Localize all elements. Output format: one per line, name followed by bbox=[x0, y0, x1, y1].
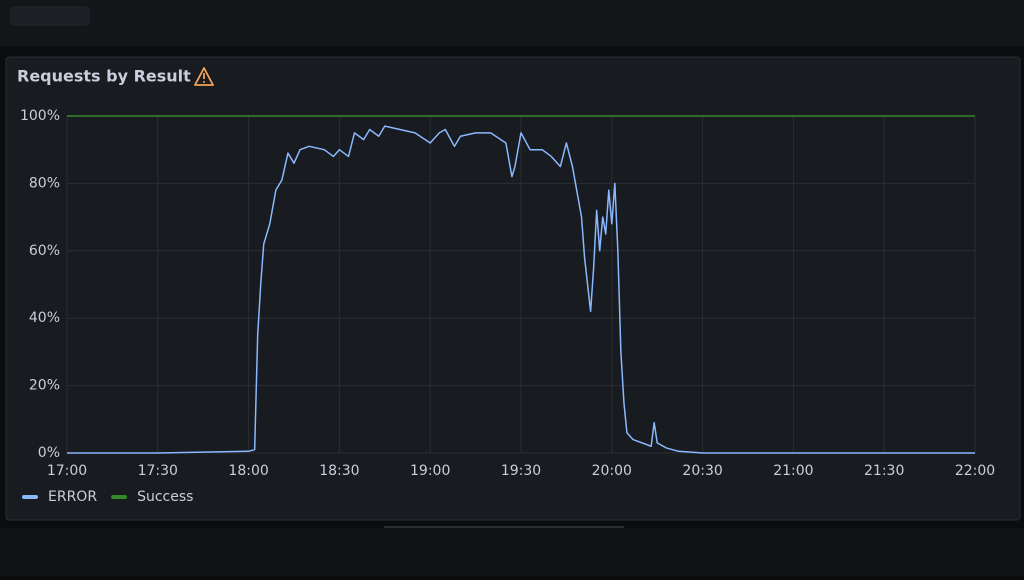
bottom-strip bbox=[0, 528, 1024, 576]
x-tick-label: 18:00 bbox=[228, 463, 268, 479]
legend-label[interactable]: ERROR bbox=[48, 489, 97, 505]
blurred-control bbox=[10, 6, 90, 26]
legend-swatch bbox=[22, 495, 38, 499]
x-tick-label: 17:30 bbox=[138, 463, 178, 479]
x-tick-label: 20:00 bbox=[592, 463, 632, 479]
warning-icon[interactable] bbox=[194, 67, 214, 86]
x-tick-label: 21:30 bbox=[864, 463, 904, 479]
x-tick-label: 18:30 bbox=[319, 463, 359, 479]
y-tick-label: 40% bbox=[29, 310, 60, 326]
x-tick-label: 20:30 bbox=[682, 463, 722, 479]
top-bar bbox=[0, 0, 1024, 46]
y-tick-label: 0% bbox=[38, 445, 60, 461]
x-tick-label: 22:00 bbox=[955, 463, 995, 479]
legend-swatch bbox=[111, 495, 128, 499]
legend-label[interactable]: Success bbox=[137, 489, 193, 505]
y-tick-label: 60% bbox=[29, 243, 60, 259]
x-tick-label: 17:00 bbox=[47, 463, 87, 479]
divider bbox=[384, 526, 624, 528]
series-line bbox=[67, 125, 975, 454]
x-tick-label: 19:00 bbox=[410, 463, 450, 479]
panel bbox=[5, 56, 1021, 521]
x-tick-label: 19:30 bbox=[501, 463, 541, 479]
y-tick-label: 80% bbox=[29, 175, 60, 191]
x-tick-label: 21:00 bbox=[773, 463, 813, 479]
panel-title: Requests by Result bbox=[17, 67, 191, 86]
y-tick-label: 100% bbox=[20, 108, 60, 124]
y-tick-label: 20% bbox=[29, 378, 60, 394]
